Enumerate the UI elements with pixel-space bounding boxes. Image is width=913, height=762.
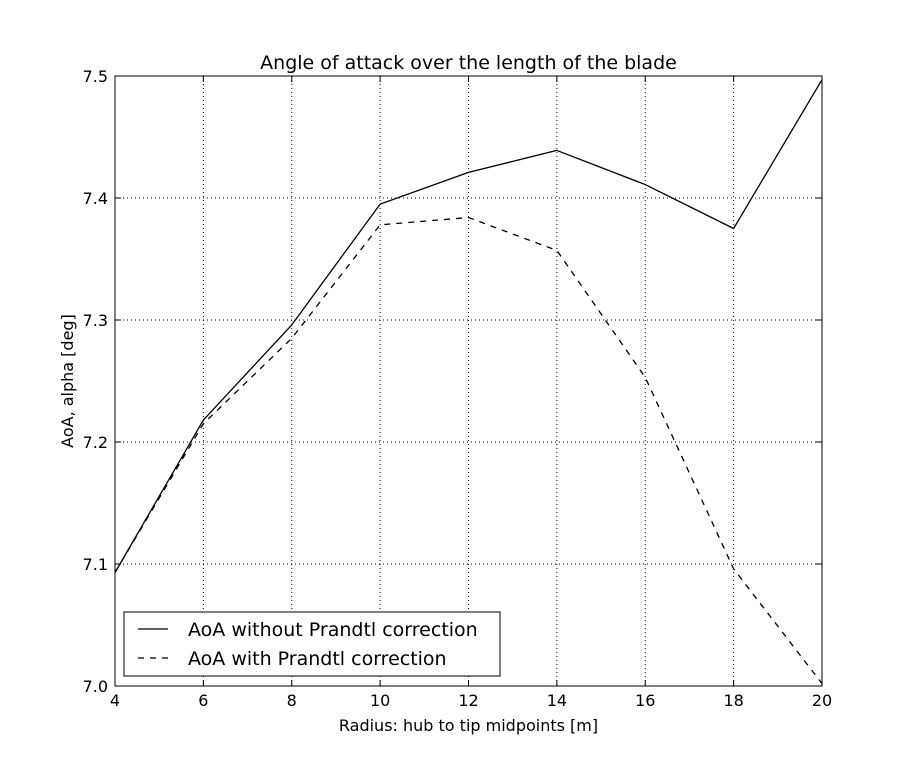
x-tick-label: 8 (287, 691, 297, 710)
x-axis-label: Radius: hub to tip midpoints [m] (339, 716, 598, 735)
y-tick-label: 7.0 (83, 677, 108, 696)
series-line-with-prandtl (114, 216, 823, 684)
legend-box (123, 611, 501, 677)
y-tick-label: 7.5 (83, 67, 108, 86)
y-axis-label: AoA, alpha [deg] (58, 314, 77, 448)
x-tick-label: 14 (547, 691, 567, 710)
legend: AoA without Prandtl correction AoA with P… (123, 611, 501, 677)
x-tick-label: 6 (198, 691, 208, 710)
series-layer (114, 79, 823, 684)
x-tick-label: 10 (370, 691, 390, 710)
y-tick-label: 7.4 (83, 189, 108, 208)
y-tick-label: 7.3 (83, 311, 108, 330)
chart-title: Angle of attack over the length of the b… (260, 52, 677, 74)
axis-ticks: 4 6 8 10 12 14 16 18 20 7.0 7.1 7.2 7.3 7.4 7.5 (83, 67, 833, 710)
x-tick-label: 20 (812, 691, 832, 710)
y-tick-label: 7.2 (83, 433, 108, 452)
legend-entry-label: AoA with Prandtl correction (188, 648, 447, 670)
x-tick-label: 18 (723, 691, 743, 710)
x-tick-label: 12 (458, 691, 478, 710)
x-tick-label: 4 (110, 691, 120, 710)
grid-lines (115, 76, 822, 686)
series-line-without-prandtl (114, 79, 823, 573)
x-tick-label: 16 (635, 691, 655, 710)
legend-entry-label: AoA without Prandtl correction (188, 619, 478, 641)
y-tick-label: 7.1 (83, 555, 108, 574)
